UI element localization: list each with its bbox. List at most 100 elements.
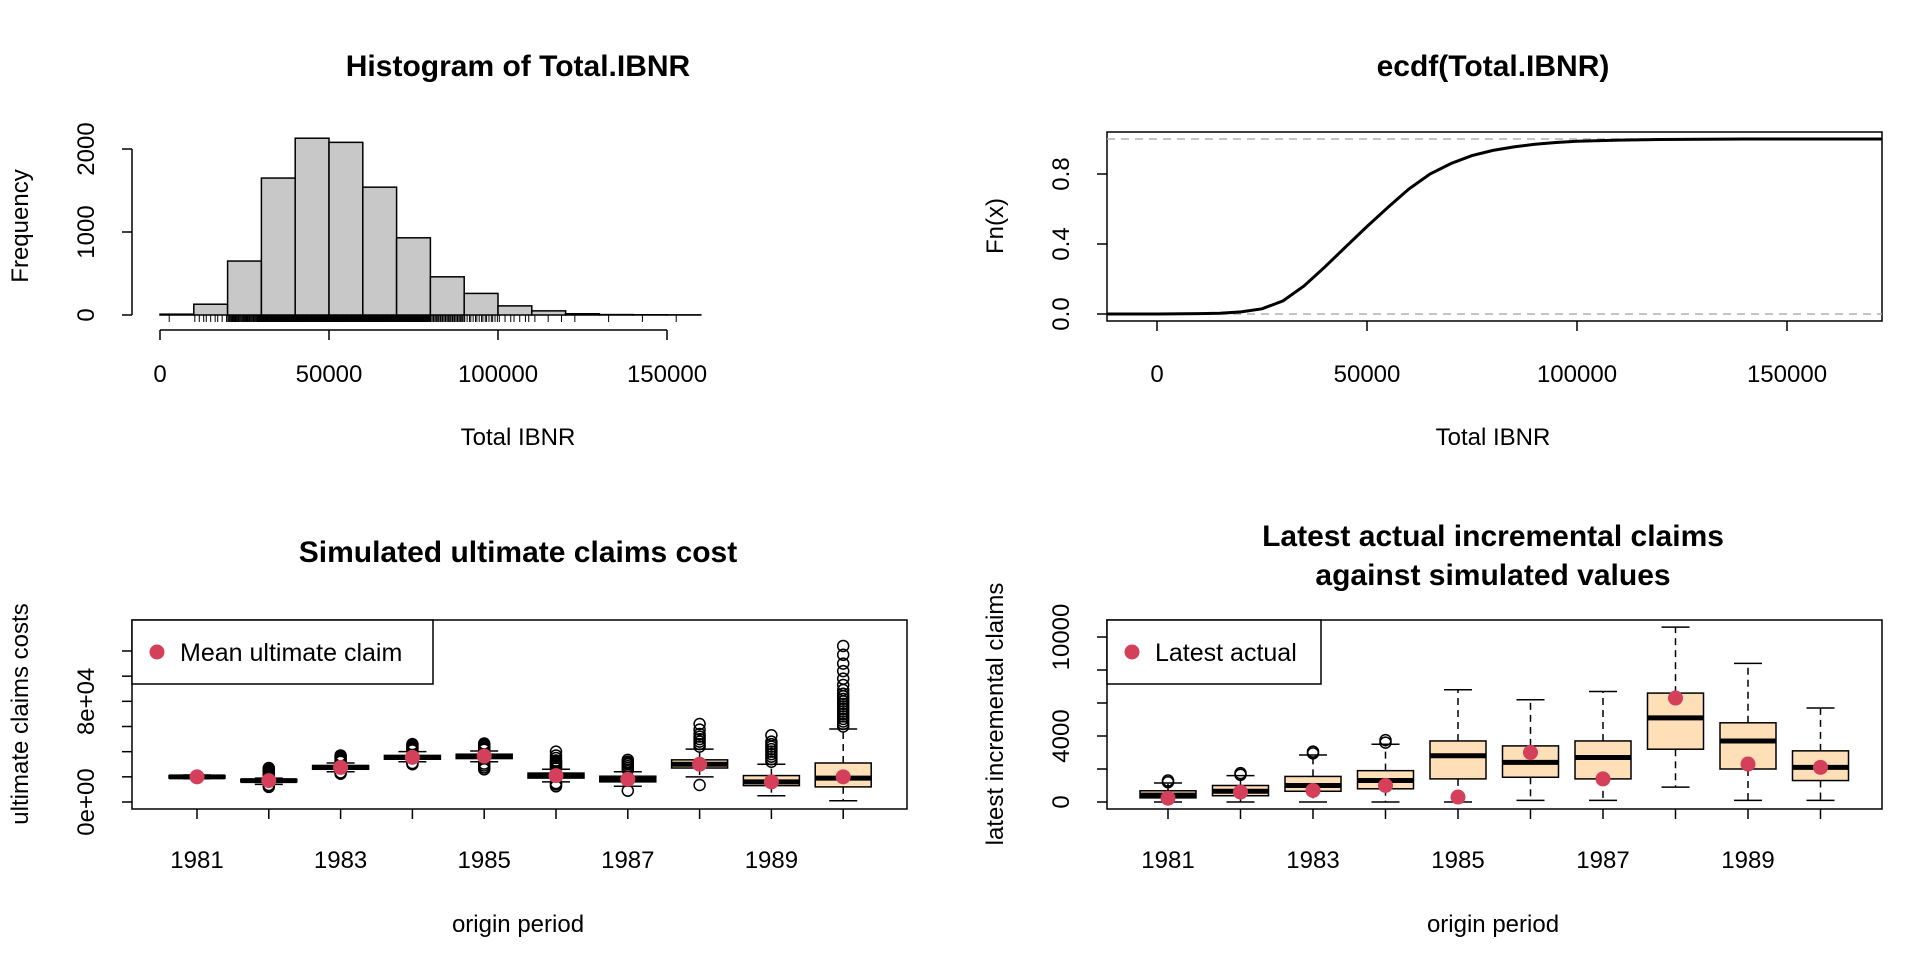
mean-point (1523, 745, 1538, 760)
outlier-point (549, 745, 563, 758)
ultimate-box-1982 (240, 761, 298, 794)
histogram-x-label: Total IBNR (461, 424, 576, 451)
y-tick-label: 0.0 (1048, 297, 1075, 330)
x-tick-label: 0 (153, 361, 166, 388)
outlier-point (621, 753, 635, 767)
outlier-point (693, 717, 706, 731)
mean-point (1668, 690, 1683, 706)
outlier-point (836, 678, 850, 692)
mean-point (1305, 782, 1321, 798)
ultimate-box-1989 (742, 729, 801, 797)
outlier-point (836, 639, 850, 653)
x-tick-label: 1983 (314, 847, 367, 874)
outlier-point (765, 729, 778, 742)
x-tick-label: 0 (1150, 361, 1163, 388)
outlier-point (1306, 745, 1320, 758)
outlier-point (836, 648, 850, 662)
latest-legend-label: Latest actual (1155, 639, 1297, 667)
outlier-point (836, 657, 850, 670)
ecdf-y-axis: 0.0 0.4 0.8 (1048, 157, 1107, 331)
mean-point (333, 759, 349, 775)
ultimate-box-1987 (599, 753, 657, 797)
ultimate-boxes (168, 639, 872, 802)
y-tick-label: 10000 (1048, 604, 1075, 671)
ultimate-panel: Simulated ultimate claims cost 1981 1983 1… (7, 536, 908, 938)
outlier-point (693, 727, 706, 741)
ultimate-x-axis: 1981 1983 1985 1987 1989 (170, 809, 844, 874)
histogram-bar (395, 237, 432, 316)
ultimate-x-label: origin period (452, 911, 584, 938)
histogram-rug (168, 315, 677, 322)
ultimate-box-1986 (527, 745, 585, 793)
mean-point (692, 756, 708, 772)
y-tick-label: 4000 (1048, 709, 1075, 762)
x-tick-label: 1983 (1286, 847, 1339, 874)
histogram-y-label: Frequency (7, 169, 34, 282)
y-tick-label: 0 (1048, 795, 1075, 808)
latest-box-1981 (1139, 774, 1197, 806)
latest-box-1982 (1211, 766, 1270, 803)
outlier-point (836, 687, 850, 701)
outlier-point (836, 664, 850, 678)
mean-point (1160, 790, 1176, 806)
ecdf-x-axis: 0 50000 100000 150000 (1150, 321, 1827, 388)
y-tick-label: 2000 (73, 122, 100, 175)
ultimate-box-1984 (383, 737, 442, 771)
histogram-bar (260, 177, 296, 316)
latest-y-label: latest incremental claims (982, 583, 1009, 846)
outlier-point (406, 737, 419, 751)
x-tick-label: 1981 (1141, 847, 1194, 874)
y-tick-label: 0e+00 (73, 768, 100, 835)
latest-box-1986 (1501, 698, 1560, 802)
ultimate-legend-marker (149, 644, 165, 660)
box-iqr (1429, 740, 1487, 780)
y-tick-label: 0.8 (1048, 157, 1075, 190)
latest-legend-box (1106, 619, 1322, 685)
histogram-bar (564, 313, 601, 316)
mean-point (1378, 778, 1393, 793)
latest-title-line1: Latest actual incremental claims (1262, 520, 1724, 553)
histogram-bar (463, 292, 499, 316)
mean-point (835, 769, 851, 785)
x-tick-label: 1989 (745, 847, 798, 874)
ecdf-guides (1107, 138, 1882, 315)
histogram-bar (294, 137, 330, 316)
y-tick-label: 8e+04 (73, 668, 100, 735)
histogram-x-axis: 0 50000 100000 150000 (153, 329, 707, 388)
y-tick-label: 1000 (73, 205, 100, 258)
latest-boxes (1139, 626, 1850, 806)
latest-box-1988 (1646, 626, 1705, 788)
latest-x-axis: 1981 1983 1985 1987 1989 (1141, 809, 1822, 874)
x-tick-label: 1985 (458, 847, 511, 874)
histogram-bar (193, 303, 229, 316)
histogram-bar (531, 310, 567, 316)
ecdf-plot-frame (1106, 131, 1883, 322)
x-tick-label: 150000 (627, 361, 707, 388)
latest-box-1985 (1429, 689, 1487, 805)
mean-point (620, 771, 636, 787)
latest-box-1983 (1284, 745, 1342, 803)
latest-y-axis: 0 4000 10000 (1048, 604, 1107, 809)
mean-point (1740, 756, 1756, 772)
ultimate-legend: Mean ultimate claim (131, 619, 434, 685)
latest-x-label: origin period (1427, 911, 1559, 938)
latest-box-1987 (1574, 690, 1632, 802)
mean-point (1813, 759, 1828, 775)
ultimate-y-axis: 0e+00 8e+04 (73, 650, 132, 836)
x-tick-label: 100000 (458, 361, 538, 388)
mean-point (1233, 784, 1248, 800)
ultimate-plot-frame (131, 619, 908, 810)
histogram-bar (497, 305, 533, 316)
mean-point (548, 768, 564, 784)
outlier-point (836, 672, 850, 685)
x-tick-label: 1989 (1721, 847, 1774, 874)
ecdf-title: ecdf(Total.IBNR) (1377, 50, 1610, 83)
y-tick-label: 0 (73, 308, 100, 321)
x-tick-label: 1987 (601, 847, 654, 874)
latest-box-1984 (1356, 733, 1415, 803)
outlier-point (693, 778, 706, 792)
histogram-bar (429, 276, 465, 316)
ecdf-x-label: Total IBNR (1436, 424, 1551, 451)
ultimate-box-1983 (311, 749, 370, 780)
